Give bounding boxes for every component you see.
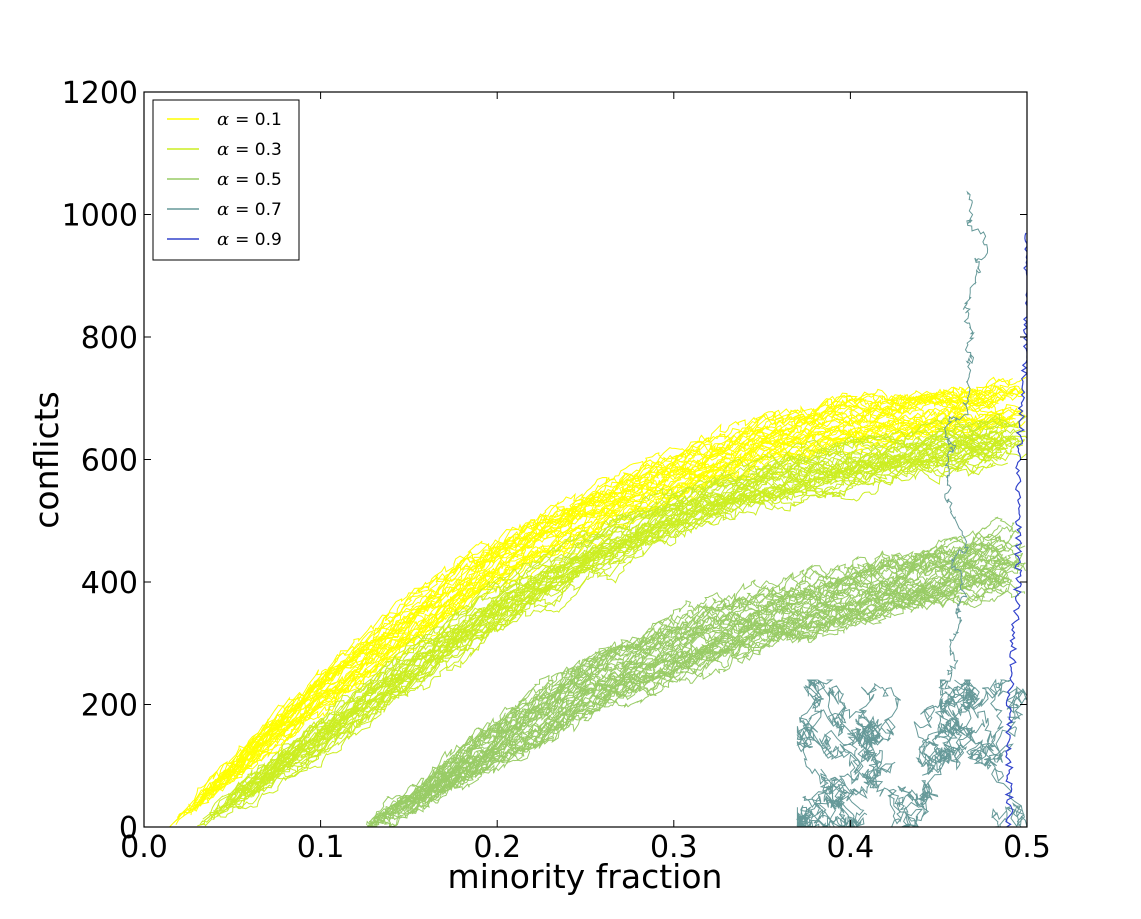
series-2-trajectory [246, 452, 998, 798]
series-4 [795, 190, 1027, 827]
series-4-trajectory [913, 693, 972, 776]
y-tick-label: 1000 [62, 199, 138, 234]
series-2 [197, 413, 1027, 827]
series-3-trajectory [393, 544, 1026, 809]
y-axis-label: conflicts [27, 391, 66, 528]
series-1-trajectory [237, 385, 1021, 761]
series-5 [1004, 232, 1027, 827]
series-4-trajectory [819, 685, 883, 827]
series-1 [169, 376, 1027, 827]
x-tick-label: 0.2 [473, 830, 521, 865]
series-3-trajectory [380, 578, 1003, 824]
series-2-trajectory [226, 413, 1013, 801]
y-tick-label: 0 [119, 811, 138, 846]
y-tick-label: 200 [81, 689, 138, 724]
series-2-trajectory [197, 414, 1026, 827]
legend-entry: α = 0.9 [217, 229, 282, 250]
series-1-trajectory [211, 390, 1023, 784]
series-5-trajectory [1004, 232, 1027, 827]
series-4-trajectory [796, 682, 901, 789]
x-tick-label: 0.0 [120, 830, 168, 865]
series-4-trajectory [861, 722, 961, 827]
series-3-trajectory [397, 530, 1023, 806]
series-2-trajectory [233, 444, 1007, 810]
series-3-trajectory [415, 577, 1013, 805]
plot-area [169, 190, 1027, 827]
series-4-trajectory [934, 190, 989, 741]
y-tick-label: 1200 [62, 76, 138, 111]
series-1-trajectory [227, 376, 1027, 768]
legend-entry: α = 0.3 [217, 139, 282, 160]
series-3-trajectory [393, 526, 1021, 808]
x-tick-label: 0.3 [650, 830, 698, 865]
series-1-trajectory [176, 390, 1004, 818]
x-tick-label: 0.5 [1003, 830, 1051, 865]
legend-box [152, 99, 300, 261]
x-tick-label: 0.4 [827, 830, 875, 865]
legend-entry: α = 0.7 [217, 199, 282, 220]
y-tick-label: 800 [81, 321, 138, 356]
legend-entry: α = 0.5 [217, 169, 282, 190]
series-1-trajectory [205, 410, 1025, 800]
series-3-trajectory [396, 541, 1026, 806]
series-4-trajectory [795, 784, 868, 827]
legend-entry: α = 0.1 [217, 109, 282, 130]
series-4-trajectory [939, 679, 1027, 767]
x-axis-label: minority fraction [448, 857, 723, 896]
axis-ticks: 0.0 0.1 0.2 0.3 0.4 0.5 0 200 400 600 800 1000 1200 [62, 76, 1051, 865]
series-3-trajectory [408, 562, 1026, 807]
series-2-trajectory [260, 462, 994, 787]
y-tick-label: 400 [81, 566, 138, 601]
series-3-trajectory [423, 535, 1001, 793]
series-2-trajectory [225, 447, 1013, 805]
series-1-trajectory [202, 416, 1011, 801]
series-2-trajectory [210, 437, 1019, 818]
series-1-trajectory [182, 376, 997, 814]
series-1-trajectory [192, 385, 1016, 805]
series-2-trajectory [232, 429, 1026, 796]
series-3-trajectory [368, 563, 1007, 826]
series-3-trajectory [370, 563, 1026, 825]
y-tick-label: 600 [81, 444, 138, 479]
series-3-trajectory [369, 557, 1013, 827]
series-2-trajectory [212, 440, 1006, 821]
series-1-trajectory [204, 389, 992, 793]
series-3-trajectory [376, 552, 1006, 821]
x-tick-label: 0.1 [297, 830, 345, 865]
series-3 [366, 516, 1026, 827]
series-3-trajectory [373, 585, 1025, 825]
legend: α = 0.1 α = 0.3 α = 0.5 α = 0.7 α = 0.9 [152, 99, 300, 261]
series-2-trajectory [251, 427, 1007, 784]
